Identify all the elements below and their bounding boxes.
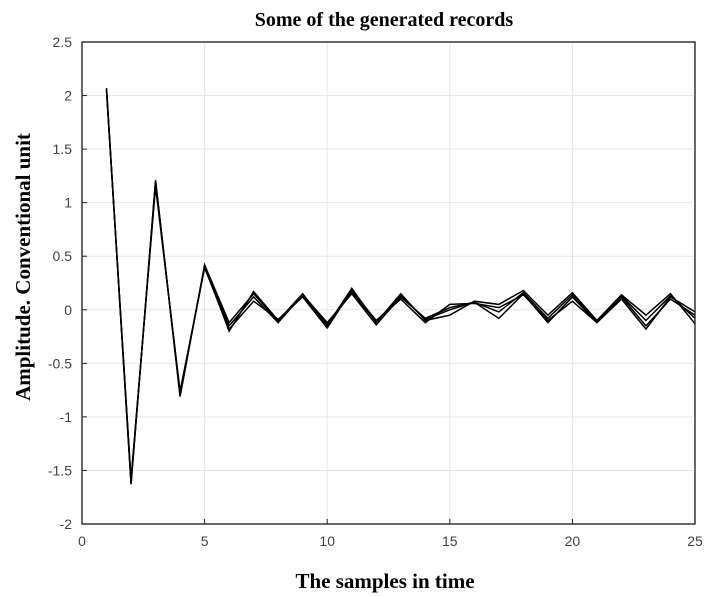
x-tick-label: 0	[78, 533, 86, 549]
y-tick-label: -1	[60, 409, 73, 425]
y-tick-label: -1.5	[48, 462, 72, 478]
gridlines	[82, 42, 695, 524]
x-tick-label: 15	[442, 533, 458, 549]
plot-area	[81, 41, 696, 525]
y-tick-label: -0.5	[48, 355, 72, 371]
y-tick-label: 0.5	[53, 248, 73, 264]
plot-border	[81, 41, 696, 525]
chart-title: Some of the generated records	[255, 9, 514, 31]
series-layer	[105, 88, 696, 485]
x-tick-label: 20	[565, 533, 581, 549]
y-tick-label: 2.5	[53, 34, 73, 50]
y-tick-label: 1	[64, 195, 72, 211]
x-tick-label: 25	[687, 533, 703, 549]
series-line-4	[105, 88, 696, 485]
tick-labels: 0 5 10 15 20 25 -2 -1.5 -1 -0.5 0 0.5 1 1.5 2 2.5	[48, 34, 703, 549]
x-tick-label: 5	[201, 533, 209, 549]
x-axis-label: The samples in time	[295, 569, 474, 593]
y-axis-label: Amplitude. Conventional unit	[11, 133, 35, 401]
y-tick-label: -2	[60, 516, 73, 532]
y-tick-label: 2	[64, 88, 72, 104]
y-tick-label: 0	[64, 302, 72, 318]
y-tick-label: 1.5	[53, 141, 73, 157]
x-tick-label: 10	[319, 533, 335, 549]
